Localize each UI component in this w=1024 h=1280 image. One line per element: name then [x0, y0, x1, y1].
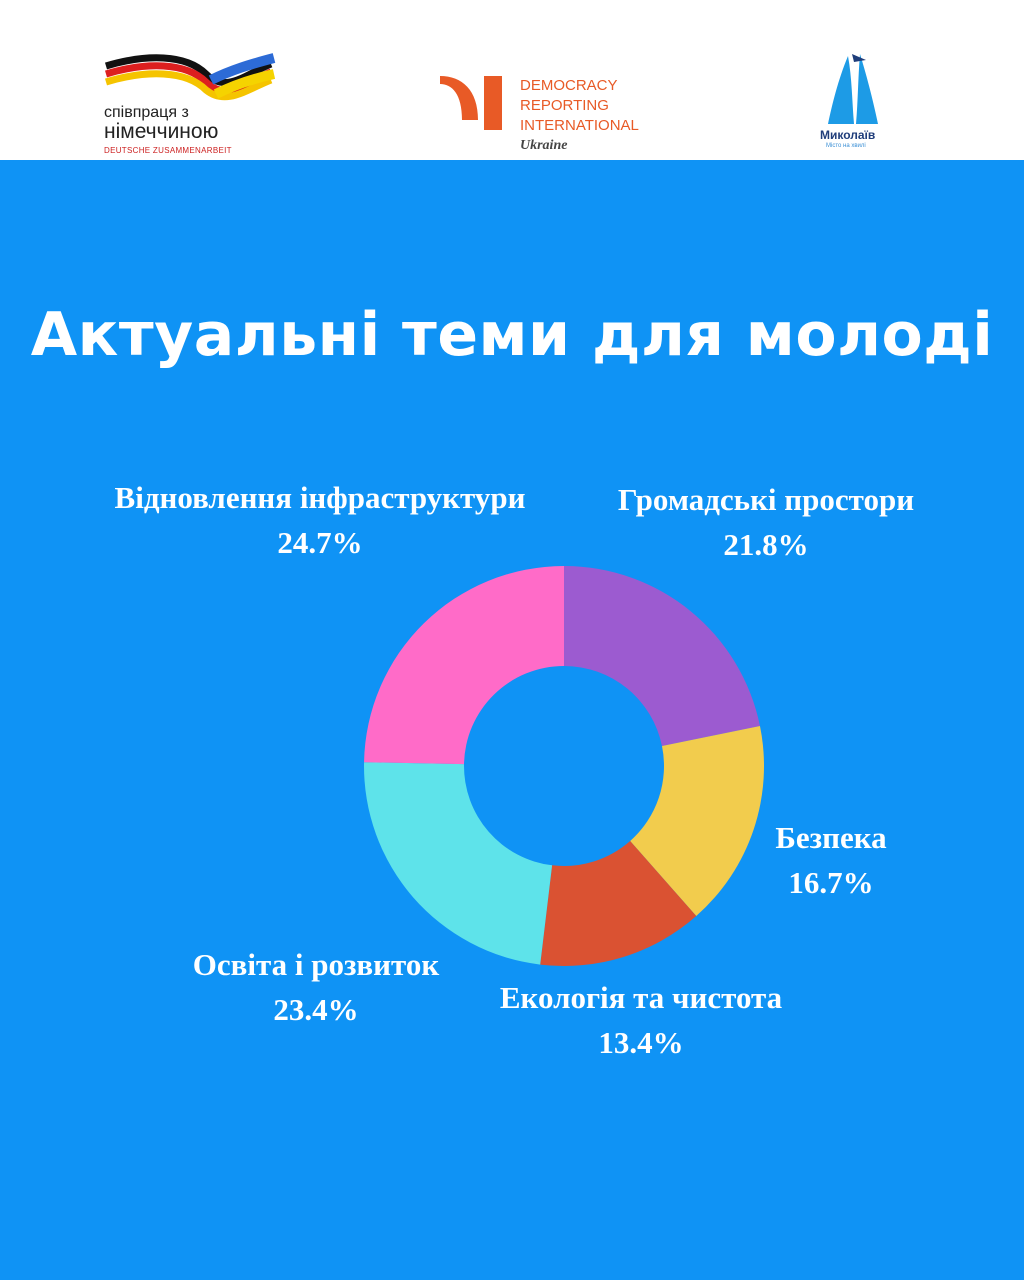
logo-text-line2: німеччиною	[104, 120, 219, 143]
logo-text-line3: DEUTSCHE ZUSAMMENARBEIT	[104, 146, 232, 155]
slice-label: Освіта і розвиток	[193, 947, 440, 982]
dri-line1: DEMOCRACY	[520, 77, 618, 94]
donut-slice	[364, 762, 553, 965]
dri-logo-text: DEMOCRACY REPORTING INTERNATIONAL Ukrain…	[520, 76, 639, 156]
flag-ribbon-icon	[104, 53, 276, 101]
dri-mark-icon	[440, 76, 502, 130]
header-bar: співпраця з німеччиною DEUTSCHE ZUSAMMEN…	[0, 0, 1024, 160]
donut-slice	[564, 566, 760, 747]
slice-label: Безпека	[775, 820, 887, 855]
slice-value-label: 16.7%	[788, 865, 873, 900]
mykolaiv-logo: Миколаїв Місто на хвилі	[808, 50, 918, 155]
dri-line3: INTERNATIONAL	[520, 117, 639, 134]
sail-icon	[828, 54, 878, 124]
dri-logo: DEMOCRACY REPORTING INTERNATIONAL Ukrain…	[438, 70, 698, 160]
slice-label: Екологія та чистота	[500, 980, 783, 1015]
slice-value-label: 21.8%	[723, 527, 808, 562]
cooperation-germany-logo: співпраця з німеччиною DEUTSCHE ZUSAMMEN…	[96, 44, 296, 159]
chart-title: Актуальні теми для молоді	[30, 300, 994, 370]
slice-value-label: 24.7%	[277, 525, 362, 560]
slice-label: Відновлення інфраструктури	[115, 480, 526, 515]
logo-text-line1: співпраця з	[104, 104, 189, 121]
mykolaiv-slogan: Місто на хвилі	[826, 143, 866, 149]
slice-label: Громадські простори	[618, 482, 914, 517]
dri-line2: REPORTING	[520, 97, 609, 114]
slice-value-label: 23.4%	[273, 992, 358, 1027]
mykolaiv-name: Миколаїв	[820, 128, 876, 142]
dri-line4: Ukraine	[520, 138, 568, 153]
slice-value-label: 13.4%	[598, 1025, 683, 1060]
donut-slice	[540, 841, 697, 966]
donut-slice	[630, 726, 764, 917]
donut-slice	[364, 566, 564, 765]
